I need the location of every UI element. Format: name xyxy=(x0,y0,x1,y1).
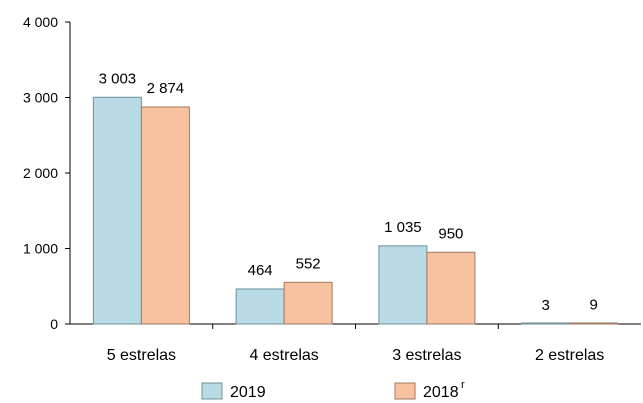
y-tick-label: 3 000 xyxy=(23,90,58,106)
data-label: 552 xyxy=(296,255,321,272)
x-tick-label: 5 estrelas xyxy=(107,347,176,364)
chart-bars xyxy=(92,96,619,325)
data-label: 9 xyxy=(589,296,597,313)
y-tick-label: 2 000 xyxy=(23,165,58,181)
bar-2018-4-estrelas xyxy=(283,281,333,325)
bar-2019-3-estrelas xyxy=(378,245,428,325)
y-tick-label: 1 000 xyxy=(23,241,58,257)
data-label: 1 035 xyxy=(384,219,422,236)
bar-2019-4-estrelas xyxy=(235,288,285,325)
legend-swatch xyxy=(394,382,416,400)
legend-swatch xyxy=(201,382,223,400)
bar-2019-5-estrelas xyxy=(92,96,142,325)
x-tick-label: 3 estrelas xyxy=(392,347,461,364)
data-label: 2 874 xyxy=(147,80,185,97)
legend-label: 2019 xyxy=(230,384,266,401)
chart-axes: 0 1 000 2 000 3 000 4 000 xyxy=(23,14,641,332)
chart-legend: 2019 2018 r xyxy=(201,379,465,401)
data-label: 3 003 xyxy=(99,70,137,87)
y-tick-label: 0 xyxy=(50,316,58,332)
data-label: 464 xyxy=(248,262,273,279)
bar-2018-2-estrelas xyxy=(569,322,619,325)
legend-label: 2018 xyxy=(423,384,459,401)
x-tick-label: 2 estrelas xyxy=(535,347,604,364)
bar-2018-5-estrelas xyxy=(140,106,190,325)
data-label: 950 xyxy=(438,225,463,242)
data-label: 3 xyxy=(541,297,549,314)
bar-2018-3-estrelas xyxy=(426,251,476,325)
bar-2019-2-estrelas xyxy=(521,322,571,325)
legend-superscript: r xyxy=(461,379,465,391)
chart-labels: 5 estrelas 3 003 2 874 4 estrelas 464 552 3 es… xyxy=(99,70,605,364)
x-tick-label: 4 estrelas xyxy=(249,347,318,364)
y-tick-label: 4 000 xyxy=(23,14,58,30)
